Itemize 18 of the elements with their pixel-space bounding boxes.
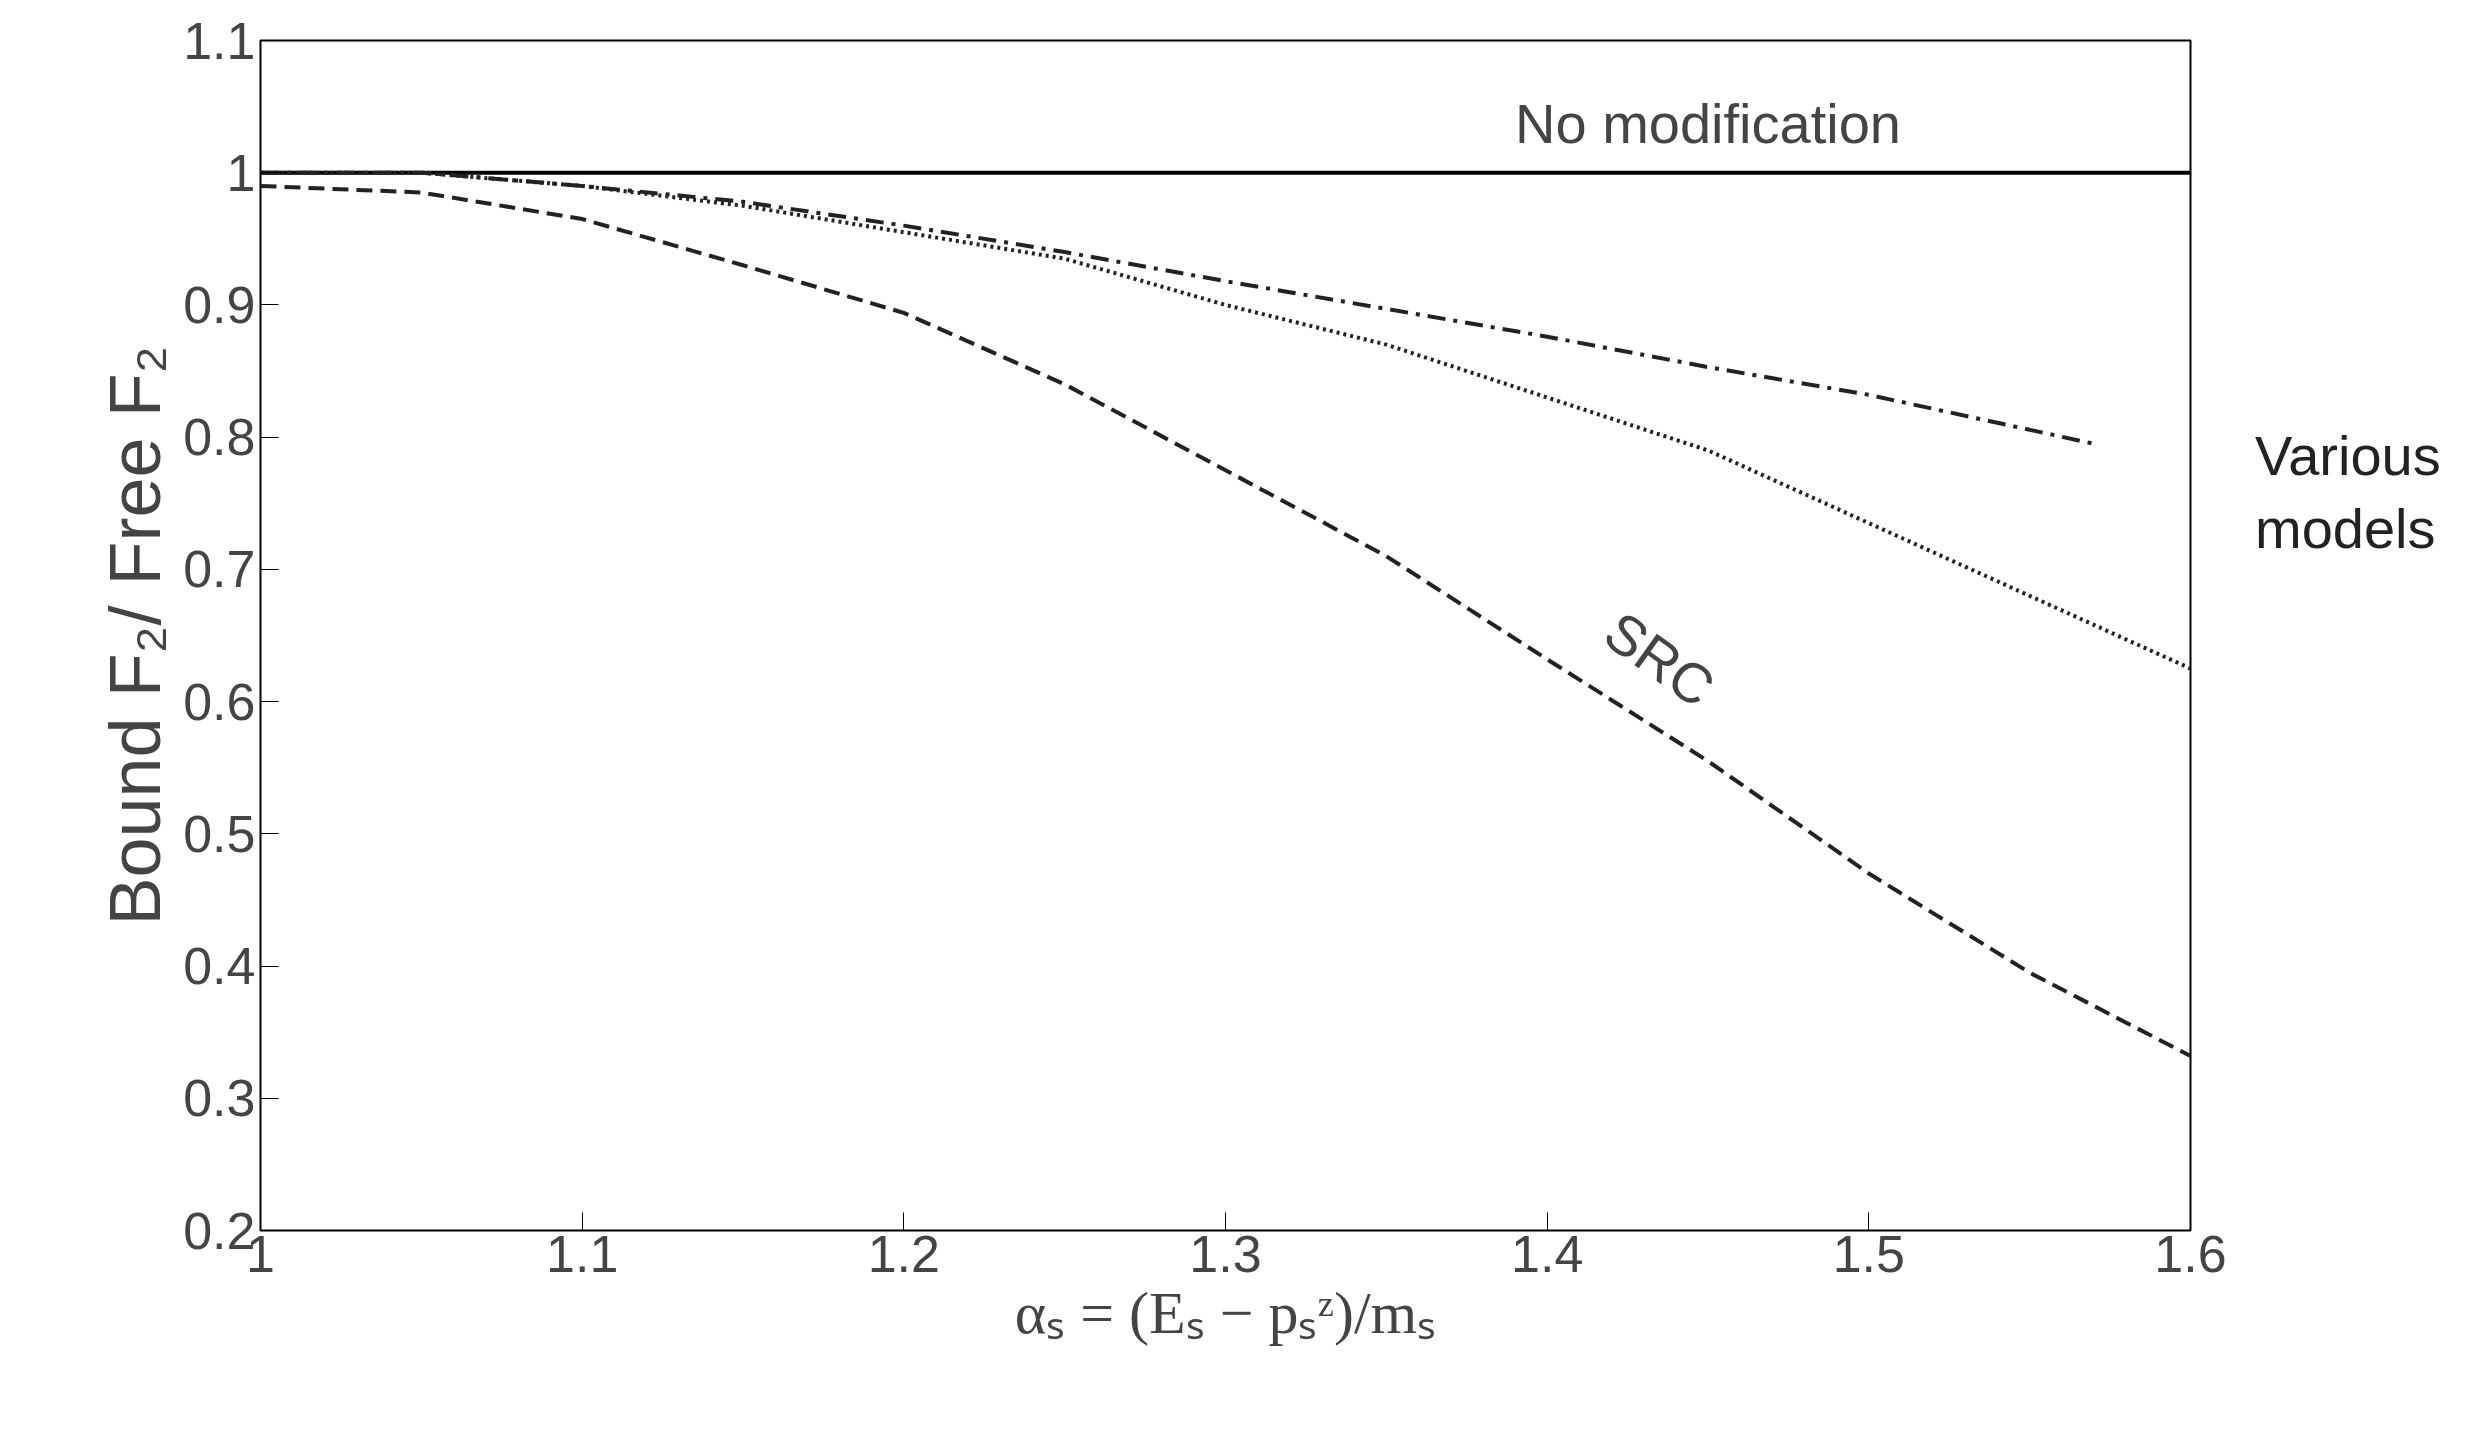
text: Various models <box>2255 423 2442 562</box>
x-tick-label: 1.1 <box>546 1224 619 1283</box>
y-tick-label: 0.6 <box>183 672 256 731</box>
x-tick-label: 1.4 <box>1511 1224 1584 1283</box>
x-tick-label: 1.2 <box>867 1224 940 1283</box>
y-tick-label: 0.9 <box>183 275 256 334</box>
annotation: SRC <box>1593 599 1727 720</box>
x-tick-label: 1.6 <box>2154 1224 2227 1283</box>
x-tick-label: 1.5 <box>1832 1224 1905 1283</box>
y-tick-label: 0.3 <box>183 1069 256 1128</box>
y-tick-label: 1.1 <box>183 11 256 70</box>
y-tick-label: 0.4 <box>183 937 256 996</box>
y-tick-label: 0.7 <box>183 540 256 599</box>
y-tick-label: 1 <box>226 143 256 202</box>
y-tick-label: 0.5 <box>183 804 256 863</box>
y-axis-title: Bound F₂/ Free F₂ <box>95 345 176 926</box>
y-tick-label: 0.8 <box>183 408 256 467</box>
annotation: No modification <box>1515 92 1901 156</box>
